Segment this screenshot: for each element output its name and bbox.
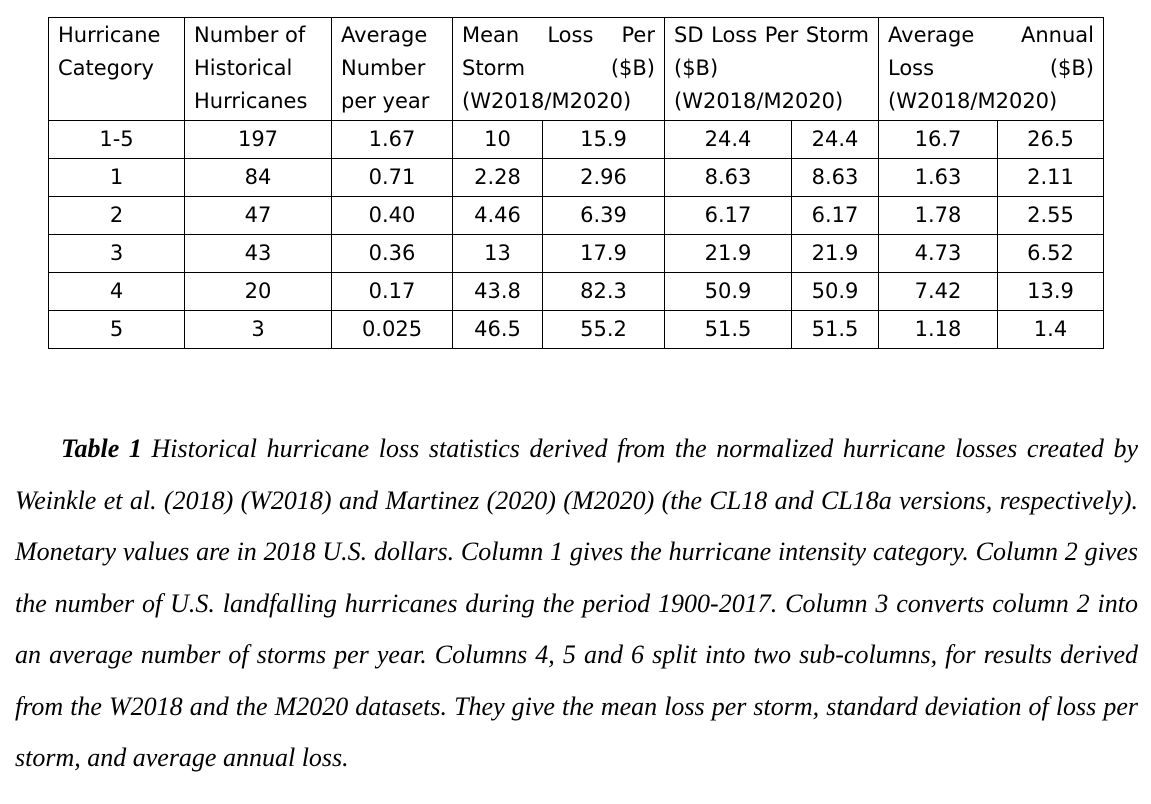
cell-number: 47 xyxy=(184,196,332,235)
cell-annual-loss-m2020: 1.4 xyxy=(997,310,1104,349)
cell-avg-per-year: 0.025 xyxy=(331,310,453,349)
cell-sd-loss-m2020: 50.9 xyxy=(791,272,879,311)
table-container: Hurricane Category Number of Historical … xyxy=(48,17,1104,349)
table-row: 3 43 0.36 13 17.9 21.9 21.9 4.73 6.52 xyxy=(48,234,1104,273)
cell-number: 20 xyxy=(184,272,332,311)
cell-sd-loss-w2018: 24.4 xyxy=(664,120,792,159)
header-average-per-year: Average Number per year xyxy=(331,17,453,121)
cell-avg-per-year: 0.71 xyxy=(331,158,453,197)
cell-avg-per-year: 0.17 xyxy=(331,272,453,311)
cell-mean-loss-m2020: 82.3 xyxy=(542,272,665,311)
header-mean-loss: Mean Loss Per Storm ($B) (W2018/M2020) xyxy=(452,17,665,121)
cell-annual-loss-m2020: 13.9 xyxy=(997,272,1104,311)
cell-mean-loss-w2018: 4.46 xyxy=(452,196,543,235)
cell-mean-loss-w2018: 13 xyxy=(452,234,543,273)
cell-annual-loss-w2018: 4.73 xyxy=(878,234,998,273)
header-sd-loss: SD Loss Per Storm ($B) (W2018/M2020) xyxy=(664,17,879,121)
cell-category: 3 xyxy=(48,234,185,273)
cell-sd-loss-m2020: 8.63 xyxy=(791,158,879,197)
table-header-row: Hurricane Category Number of Historical … xyxy=(48,17,1104,121)
header-hurricane-category: Hurricane Category xyxy=(48,17,185,121)
cell-sd-loss-m2020: 6.17 xyxy=(791,196,879,235)
cell-category: 1 xyxy=(48,158,185,197)
cell-number: 43 xyxy=(184,234,332,273)
table-row: 5 3 0.025 46.5 55.2 51.5 51.5 1.18 1.4 xyxy=(48,310,1104,349)
table-row: 2 47 0.40 4.46 6.39 6.17 6.17 1.78 2.55 xyxy=(48,196,1104,235)
header-annual-loss: Average Annual Loss ($B) (W2018/M2020) xyxy=(878,17,1104,121)
cell-avg-per-year: 1.67 xyxy=(331,120,453,159)
cell-avg-per-year: 0.40 xyxy=(331,196,453,235)
cell-sd-loss-w2018: 51.5 xyxy=(664,310,792,349)
table-row: 1-5 197 1.67 10 15.9 24.4 24.4 16.7 26.5 xyxy=(48,120,1104,159)
cell-category: 1-5 xyxy=(48,120,185,159)
cell-annual-loss-w2018: 1.78 xyxy=(878,196,998,235)
table-row: 1 84 0.71 2.28 2.96 8.63 8.63 1.63 2.11 xyxy=(48,158,1104,197)
cell-number: 3 xyxy=(184,310,332,349)
cell-sd-loss-w2018: 6.17 xyxy=(664,196,792,235)
cell-mean-loss-m2020: 2.96 xyxy=(542,158,665,197)
caption-text: Historical hurricane loss statistics der… xyxy=(15,434,1138,772)
cell-annual-loss-m2020: 2.11 xyxy=(997,158,1104,197)
header-number-historical: Number of Historical Hurricanes xyxy=(184,17,332,121)
cell-annual-loss-m2020: 6.52 xyxy=(997,234,1104,273)
cell-category: 5 xyxy=(48,310,185,349)
cell-mean-loss-w2018: 46.5 xyxy=(452,310,543,349)
cell-mean-loss-m2020: 15.9 xyxy=(542,120,665,159)
table-caption: Table 1 Historical hurricane loss statis… xyxy=(15,423,1138,784)
cell-annual-loss-w2018: 7.42 xyxy=(878,272,998,311)
cell-category: 4 xyxy=(48,272,185,311)
cell-sd-loss-m2020: 51.5 xyxy=(791,310,879,349)
cell-avg-per-year: 0.36 xyxy=(331,234,453,273)
table-row: 4 20 0.17 43.8 82.3 50.9 50.9 7.42 13.9 xyxy=(48,272,1104,311)
cell-mean-loss-m2020: 55.2 xyxy=(542,310,665,349)
cell-sd-loss-m2020: 21.9 xyxy=(791,234,879,273)
cell-number: 84 xyxy=(184,158,332,197)
cell-annual-loss-m2020: 2.55 xyxy=(997,196,1104,235)
cell-mean-loss-w2018: 10 xyxy=(452,120,543,159)
cell-sd-loss-m2020: 24.4 xyxy=(791,120,879,159)
cell-mean-loss-m2020: 17.9 xyxy=(542,234,665,273)
cell-mean-loss-w2018: 43.8 xyxy=(452,272,543,311)
cell-annual-loss-m2020: 26.5 xyxy=(997,120,1104,159)
cell-sd-loss-w2018: 50.9 xyxy=(664,272,792,311)
cell-sd-loss-w2018: 8.63 xyxy=(664,158,792,197)
cell-annual-loss-w2018: 1.63 xyxy=(878,158,998,197)
cell-mean-loss-w2018: 2.28 xyxy=(452,158,543,197)
cell-category: 2 xyxy=(48,196,185,235)
cell-number: 197 xyxy=(184,120,332,159)
cell-sd-loss-w2018: 21.9 xyxy=(664,234,792,273)
cell-annual-loss-w2018: 1.18 xyxy=(878,310,998,349)
cell-mean-loss-m2020: 6.39 xyxy=(542,196,665,235)
cell-annual-loss-w2018: 16.7 xyxy=(878,120,998,159)
hurricane-loss-table: Hurricane Category Number of Historical … xyxy=(48,17,1104,349)
caption-label: Table 1 xyxy=(61,434,142,463)
